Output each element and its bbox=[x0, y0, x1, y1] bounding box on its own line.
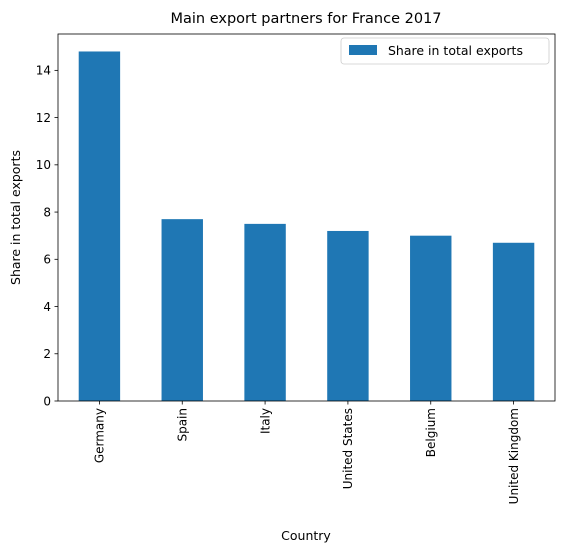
chart-title: Main export partners for France 2017 bbox=[170, 11, 441, 27]
y-tick-label: 2 bbox=[43, 347, 51, 361]
bar-germany bbox=[78, 51, 121, 401]
x-tick-label-belgium: Belgium bbox=[424, 408, 438, 457]
y-tick-label: 6 bbox=[43, 253, 51, 267]
y-tick-label: 0 bbox=[43, 394, 51, 408]
x-tick-label-germany: Germany bbox=[93, 408, 107, 463]
bar-united-states bbox=[327, 230, 369, 401]
bar-italy bbox=[244, 223, 286, 401]
y-tick-label: 4 bbox=[43, 300, 51, 314]
legend-label: Share in total exports bbox=[388, 43, 523, 58]
bar-belgium bbox=[410, 235, 452, 401]
bar-united-kingdom bbox=[492, 242, 535, 401]
bars-group bbox=[78, 51, 535, 401]
x-tick-label-united-states: United States bbox=[341, 408, 355, 489]
legend-swatch bbox=[349, 45, 377, 55]
x-tick-label-spain: Spain bbox=[176, 408, 190, 442]
y-tick-label: 10 bbox=[36, 158, 51, 172]
plot-area-frame bbox=[57, 33, 556, 402]
y-tick-label: 12 bbox=[36, 111, 51, 125]
y-axis-ticks: 0 2 4 6 8 10 12 14 bbox=[36, 64, 58, 408]
y-tick-label: 14 bbox=[36, 64, 51, 78]
bar-spain bbox=[161, 219, 203, 401]
x-axis-ticks: Germany Spain Italy United States Belgium Uni… bbox=[93, 401, 521, 504]
x-tick-label-italy: Italy bbox=[258, 408, 272, 434]
y-tick-label: 8 bbox=[43, 205, 51, 219]
x-tick-label-united-kingdom: United Kingdom bbox=[507, 408, 521, 504]
legend: Share in total exports bbox=[340, 37, 550, 65]
x-axis-title: Country bbox=[281, 528, 331, 543]
y-axis-title: Share in total exports bbox=[8, 150, 23, 285]
legend-box bbox=[340, 37, 550, 65]
